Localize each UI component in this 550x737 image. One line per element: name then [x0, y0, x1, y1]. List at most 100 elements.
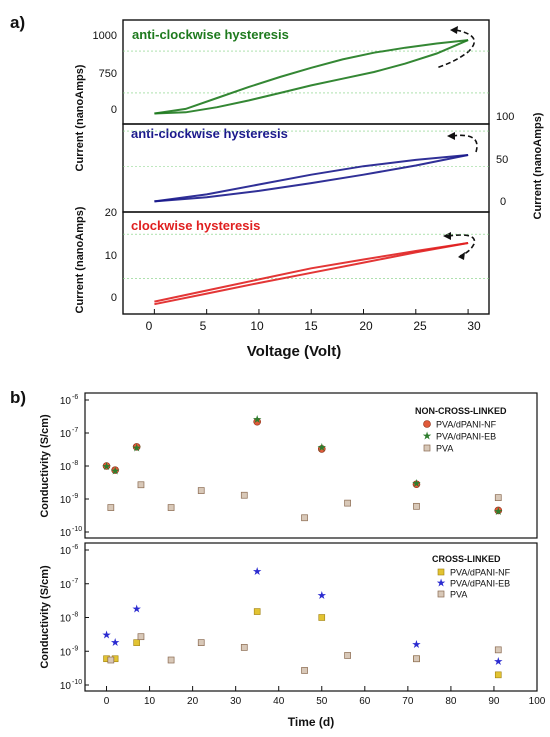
marker-eb-star: ★	[493, 506, 503, 518]
panel-b-ytick-exponent: -8	[72, 460, 78, 467]
panel-a-xtick-25: 25	[413, 319, 427, 333]
panel-a-iv-curve	[154, 154, 469, 203]
legend-marker-nf	[437, 568, 445, 576]
panel-b-ytick-exponent: -7	[72, 578, 78, 585]
panel-a-bot-frame	[122, 211, 490, 315]
panel-a-xtick-5: 5	[200, 319, 207, 333]
marker-pva-square	[197, 639, 205, 646]
panel-b-ytick-label: 10	[60, 429, 72, 440]
panel-b-xtick-label: 40	[273, 696, 285, 707]
panel-a-iv-curve	[154, 39, 469, 115]
marker-eb-star: ★	[252, 566, 262, 578]
panel-a-y-label-right: Current (nanoAmps)	[532, 112, 544, 219]
marker-pva-square	[494, 646, 502, 654]
panel-a-mid-ytick-100: 100	[496, 111, 514, 123]
marker-nf-circle	[111, 466, 119, 474]
panel-b-ytick-label: 10	[60, 681, 72, 692]
panel-b-y-label-bottom: Conductivity (S/cm)	[39, 565, 51, 669]
marker-nf-circle	[494, 506, 503, 515]
marker-pva-square	[413, 502, 420, 510]
marker-eb-star: ★	[317, 590, 327, 602]
panel-a-x-label: Voltage (Volt)	[247, 343, 341, 360]
panel-a-xtick-10: 10	[250, 319, 264, 333]
marker-pva-square	[167, 656, 175, 664]
panel-a-top-ytick-750: 750	[99, 68, 117, 80]
marker-eb-star: ★	[110, 466, 120, 478]
panel-a-bot-ytick-0: 0	[111, 292, 117, 304]
marker-eb-star: ★	[102, 630, 112, 642]
marker-pva-square	[137, 481, 145, 489]
panel-a-top-title: anti-clockwise hysteresis	[132, 27, 289, 42]
panel-b-xtick-label: 100	[529, 696, 546, 707]
panel-a-xtick-30: 30	[467, 319, 481, 333]
marker-eb-star: ★	[412, 478, 422, 490]
legend-bottom-entry: PVA	[450, 590, 467, 600]
panel-b-y-label-top: Conductivity (S/cm)	[39, 414, 51, 518]
panel-b-ytick-label: 10	[60, 647, 72, 658]
panel-b-xtick-label: 70	[402, 696, 414, 707]
marker-nf-circle	[317, 445, 326, 453]
panel-b-ytick-label: 10	[60, 396, 72, 407]
legend-marker-eb: ★	[422, 431, 432, 443]
panel-a-x-ticks: 0 5 10 15 20 25 30	[146, 319, 481, 333]
marker-eb-star: ★	[252, 414, 262, 426]
marker-nf-square	[494, 671, 502, 679]
panel-a-mid-ytick-0: 0	[500, 196, 506, 208]
marker-pva-square	[167, 504, 175, 511]
marker-pva-square	[240, 491, 248, 499]
panel-b-xtick-label: 0	[104, 696, 110, 707]
panel-b-xtick-label: 90	[488, 696, 500, 707]
panel-a-xtick-0: 0	[146, 319, 153, 333]
legend-bottom-title: CROSS-LINKED	[432, 554, 501, 564]
panel-b-ytick-exponent: -6	[72, 544, 78, 551]
legend-marker-eb: ★	[436, 578, 446, 590]
panel-b-xtick-label: 10	[144, 696, 156, 707]
panel-a-bot-title: clockwise hysteresis	[131, 218, 260, 233]
legend-marker-nf	[423, 420, 431, 428]
legend-top-entry: PVA/dPANI-NF	[436, 420, 497, 430]
panel-b-xtick-label: 20	[187, 696, 199, 707]
panel-b-ytick-exponent: -10	[72, 526, 82, 533]
panel-b-ytick-exponent: -7	[72, 427, 78, 434]
panel-a-label: a)	[10, 13, 25, 32]
marker-nf-circle	[253, 417, 261, 426]
marker-nf-circle	[132, 443, 141, 451]
panel-a-y-label-bottom: Current (nanoAmps)	[74, 206, 86, 313]
panel-b-ytick-label: 10	[60, 462, 72, 473]
panel-a-iv-curve	[154, 154, 469, 203]
panel-a-mid-title: anti-clockwise hysteresis	[131, 126, 288, 141]
marker-eb-star: ★	[317, 442, 327, 454]
marker-nf-square	[133, 639, 140, 646]
marker-eb-star: ★	[412, 639, 422, 651]
marker-pva-square	[107, 504, 115, 511]
panel-a-bot-ytick-10: 10	[105, 250, 117, 262]
panel-b-xtick-label: 50	[316, 696, 328, 707]
marker-eb-star: ★	[493, 656, 503, 668]
legend-top-entry: PVA	[436, 444, 453, 454]
marker-pva-square	[344, 499, 351, 507]
marker-eb-star: ★	[102, 461, 112, 473]
legend-bottom-entry: PVA/dPANI-EB	[450, 579, 510, 589]
panel-b-xtick-label: 30	[230, 696, 242, 707]
panel-a-xtick-20: 20	[359, 319, 373, 333]
panel-b-ytick-exponent: -9	[72, 493, 78, 500]
panel-a-iv-curve	[154, 39, 469, 115]
panel-b-ytick-exponent: -10	[72, 679, 82, 686]
panel-b-xtick-label: 60	[359, 696, 371, 707]
panel-b-ytick-label: 10	[60, 614, 72, 625]
marker-pva-square	[494, 494, 502, 501]
marker-pva-square	[240, 644, 248, 651]
marker-eb-star: ★	[110, 637, 120, 649]
panel-a-top-ytick-1000: 1000	[93, 30, 117, 42]
panel-b-label: b)	[10, 388, 26, 407]
panel-b-ytick-label: 10	[60, 495, 72, 506]
panel-b-ytick-label: 10	[60, 580, 72, 591]
panel-a-y-label-top: Current (nanoAmps)	[74, 64, 86, 171]
legend-top-title: NON-CROSS-LINKED	[415, 406, 507, 416]
legend-bottom-entry: PVA/dPANI-NF	[450, 568, 511, 578]
legend-top-entry: PVA/dPANI-EB	[436, 432, 496, 442]
panel-b-ytick-exponent: -8	[72, 612, 78, 619]
marker-nf-square	[318, 614, 326, 621]
